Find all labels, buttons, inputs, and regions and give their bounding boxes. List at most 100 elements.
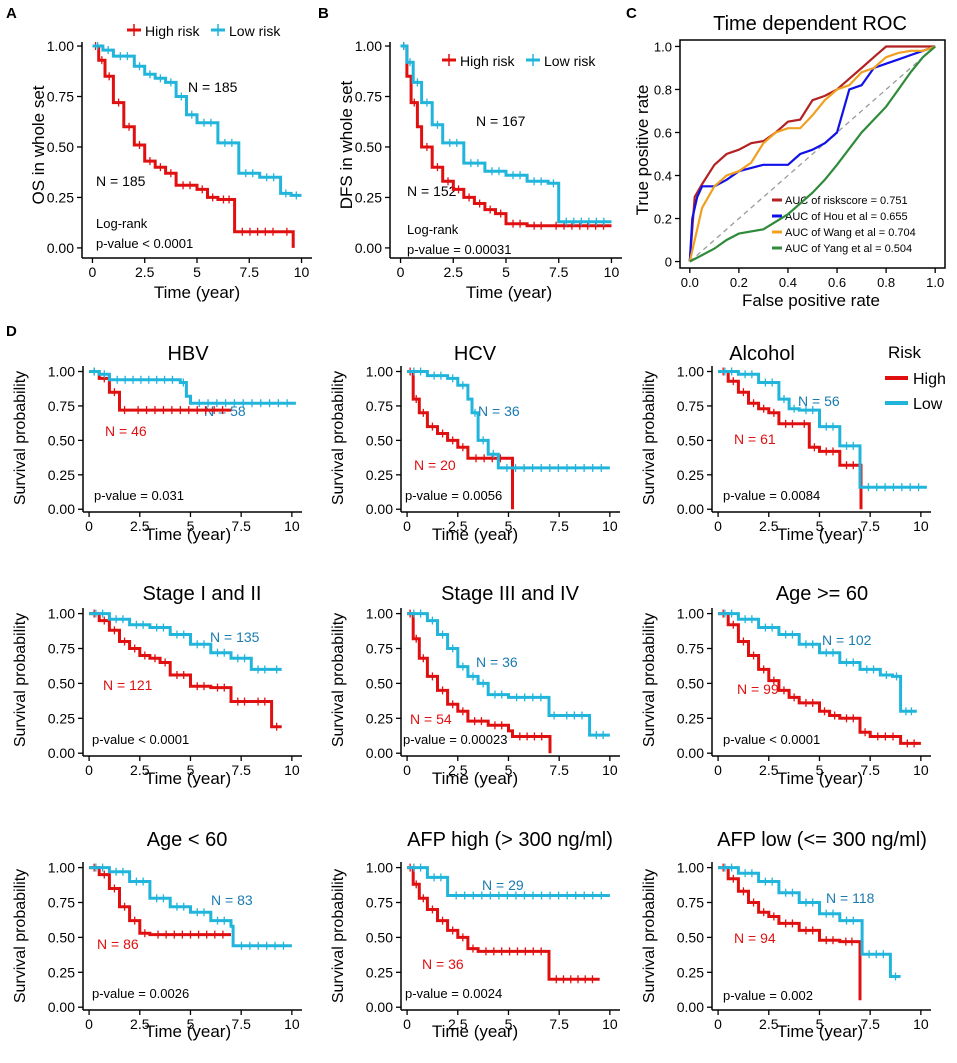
y-tick-label: 0.50	[48, 432, 75, 448]
survival-curve	[689, 45, 936, 263]
x-tick-label: 0.0	[681, 275, 699, 290]
panel-letter-a: A	[6, 5, 17, 22]
n-high-label: N = 94	[734, 930, 776, 946]
panel-b-n-high: N = 152	[407, 183, 457, 199]
x-tick-label: 5	[505, 518, 513, 534]
x-tick-label: 2.5	[759, 762, 779, 778]
n-high-label: N = 20	[414, 457, 456, 473]
subplot-ylabel: Survival probability	[641, 869, 658, 1003]
n-low-label: N = 135	[210, 629, 260, 645]
x-tick-label: 10	[913, 1016, 929, 1032]
subplot-ylabel: Survival probability	[12, 371, 29, 505]
y-tick-label: 0.75	[677, 640, 704, 656]
x-tick-label: 7.5	[549, 264, 569, 280]
y-tick-label: 0.00	[677, 501, 704, 517]
pvalue-label: p-value < 0.0001	[723, 732, 820, 747]
y-tick-label: 1.00	[677, 606, 704, 622]
series-low	[89, 863, 292, 950]
survival-curve	[688, 45, 936, 262]
subplot-ylabel: Survival probability	[641, 371, 658, 505]
y-tick-label: 0.25	[47, 189, 74, 205]
y-tick-label: 0.50	[366, 675, 393, 691]
subplot-title: Stage III and IV	[441, 583, 580, 605]
x-tick-label: 2.5	[448, 762, 468, 778]
km-subplot-age-lt-60: Age < 60 Survival probability Time (year…	[12, 829, 302, 1041]
n-low-label: N = 56	[798, 393, 840, 409]
n-high-label: N = 61	[734, 431, 776, 447]
x-tick-label: 0	[403, 518, 411, 534]
legend-high-label: High risk	[145, 23, 200, 39]
y-tick-label: 0.25	[48, 710, 75, 726]
subplot-xlabel: Time (year)	[432, 1022, 518, 1041]
pvalue-label: p-value = 0.031	[94, 488, 184, 503]
subplot-title: HBV	[167, 343, 209, 365]
section-d-legend: Risk High Low	[885, 343, 946, 413]
km-subplot-alcohol: Alcohol Survival probability Time (year)…	[641, 343, 931, 544]
subplot-ylabel: Survival probability	[641, 613, 658, 747]
survival-curve	[718, 612, 917, 713]
x-tick-label: 5	[187, 762, 195, 778]
x-tick-label: 5	[502, 264, 510, 280]
panel-a-logrank: Log-rank	[96, 216, 148, 231]
x-tick-label: 2.5	[130, 518, 150, 534]
x-tick-label: 2.5	[759, 518, 779, 534]
series-auc-of-hou-et-al-0-655	[688, 45, 936, 262]
x-tick-label: 2.5	[130, 1016, 150, 1032]
y-tick-label: 0.00	[366, 745, 393, 761]
axes: 0 2.5 5 7.5 10 0.00 0.25 0.50 0.75 1.00	[677, 606, 931, 778]
axes: 0 2.5 5 7.5 10 0.00 0.25 0.50 0.75 1.00	[355, 38, 622, 280]
pvalue-label: p-value = 0.0026	[92, 986, 189, 1001]
axes: 0.0 0.2 0.4 0.6 0.8 1.0 0 0.2 0.4 0.6 0.8 1.0	[654, 39, 946, 290]
n-low-label: N = 36	[478, 403, 520, 419]
x-tick-label: 7.5	[860, 1016, 880, 1032]
x-tick-label: 0.2	[730, 275, 748, 290]
x-tick-label: 0	[89, 264, 97, 280]
x-tick-label: 7.5	[549, 762, 569, 778]
subplot-ylabel: Survival probability	[330, 869, 347, 1003]
y-tick-label: 0.75	[48, 398, 75, 414]
x-tick-label: 0	[714, 518, 722, 534]
survival-curve	[688, 45, 936, 262]
x-tick-label: 2.5	[135, 264, 155, 280]
y-tick-label: 0.75	[366, 398, 393, 414]
x-tick-label: 5	[816, 518, 824, 534]
axes: 0 2.5 5 7.5 10 0.00 0.25 0.50 0.75 1.00	[366, 860, 620, 1032]
x-tick-label: 10	[913, 762, 929, 778]
y-tick-label: 0.8	[654, 82, 672, 97]
y-tick-label: 0.50	[48, 929, 75, 945]
survival-curve	[718, 370, 863, 510]
survival-curve	[718, 612, 921, 745]
x-tick-label: 5	[505, 762, 513, 778]
x-tick-label: 0	[85, 762, 93, 778]
panel-b-xlabel: Time (year)	[466, 283, 552, 302]
pvalue-label: p-value < 0.0001	[92, 732, 189, 747]
x-tick-label: 0	[403, 1016, 411, 1032]
subplot-title: AFP high (> 300 ng/ml)	[407, 829, 613, 851]
km-subplot-afp-low: AFP low (<= 300 ng/ml) Survival probabil…	[641, 829, 931, 1041]
subplot-xlabel: Time (year)	[145, 1022, 231, 1041]
km-subplot-hbv: HBV Survival probability Time (year) N =…	[12, 343, 302, 544]
x-tick-label: 0	[714, 762, 722, 778]
y-tick-label: 1.00	[355, 38, 382, 54]
subplot-xlabel: Time (year)	[432, 769, 518, 788]
survival-curve	[407, 866, 600, 981]
axes: 0 2.5 5 7.5 10 0.00 0.25 0.50 0.75 1.00	[677, 364, 931, 534]
y-tick-label: 0	[665, 255, 672, 270]
n-high-label: N = 46	[105, 423, 147, 439]
y-tick-label: 1.00	[48, 364, 75, 380]
y-tick-label: 0.50	[47, 139, 74, 155]
series-low	[718, 863, 901, 981]
y-tick-label: 0.75	[366, 640, 393, 656]
x-tick-label: 10	[602, 1016, 618, 1032]
survival-curve	[407, 612, 552, 754]
series-low-risk	[400, 42, 612, 226]
series-high	[89, 863, 231, 939]
panel-c-xlabel: False positive rate	[742, 291, 880, 310]
x-tick-label: 0	[85, 518, 93, 534]
x-tick-label: 2.5	[444, 264, 464, 280]
subplot-title: Stage I and II	[143, 583, 262, 605]
plot-frame	[679, 39, 946, 269]
n-low-label: N = 29	[482, 877, 524, 893]
subplot-xlabel: Time (year)	[432, 525, 518, 544]
survival-curve	[89, 866, 292, 948]
